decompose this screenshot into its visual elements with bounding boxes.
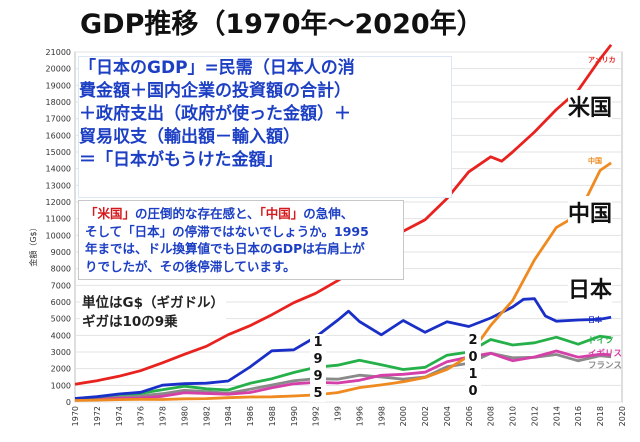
unit-note-line-2: ギガは10の9乗 (82, 314, 178, 330)
commentary-text-b: の急伸、 (303, 206, 354, 221)
legend-label: ドイツ (588, 336, 614, 346)
series-line (74, 297, 612, 400)
definition-line-2: 費金額＋国内企業の投資額の合計） (79, 81, 351, 101)
x-tick-label: 2012 (530, 406, 539, 426)
y-tick-label: 12000 (46, 198, 71, 207)
x-tick-label: 1970 (71, 406, 80, 426)
definition-line-5: ＝「日本がもうけた金額」 (79, 150, 283, 170)
y-tick-label: 17000 (46, 115, 71, 124)
y-tick-label: 16000 (46, 131, 71, 140)
y-tick-label: 0 (66, 398, 71, 407)
x-tick-label: 1992 (312, 406, 321, 426)
x-tick-label: 2018 (596, 406, 605, 426)
x-tick-label: 1978 (159, 406, 168, 426)
y-tick-label: 5000 (51, 315, 71, 324)
label-japan: 日本 (568, 272, 613, 304)
y-tick-label: 11000 (46, 215, 71, 224)
x-tick-label: 1974 (115, 406, 124, 426)
legend-label: イギリス (588, 348, 622, 359)
x-tick-label: 2014 (552, 406, 561, 426)
x-tick-label: 1976 (137, 406, 146, 426)
series-line (74, 161, 612, 402)
y-tick-label: 4000 (51, 331, 71, 340)
x-tick-label: 1996 (355, 406, 364, 426)
x-tick-label: 1998 (377, 406, 386, 426)
x-tick-label: 1986 (246, 406, 255, 426)
x-tick-label: 199 (334, 406, 343, 421)
commentary-cn-text: 「中国」 (259, 206, 304, 221)
label-china: 中国 (568, 196, 613, 228)
y-tick-label: 7000 (51, 281, 71, 290)
unit-note: 単位はG$（ギガドル） ギガは10の9乗 (80, 294, 226, 332)
marker-2010: 2010 (465, 332, 481, 400)
y-tick-label: 10000 (46, 231, 71, 240)
y-axis-label: 金額（G$） (28, 223, 38, 266)
x-tick-label: 1980 (180, 406, 189, 426)
x-tick-label: 2016 (574, 406, 583, 426)
x-tick-label: 2010 (509, 406, 518, 426)
legend-label: フランス (588, 361, 622, 371)
x-tick-label: 1988 (268, 406, 277, 426)
commentary-line-3: 年までは、ドル換算値でも日本のGDPは右肩上が (85, 241, 365, 256)
y-tick-label: 15000 (46, 148, 71, 157)
y-tick-label: 21000 (46, 48, 71, 57)
x-tick-label: 1990 (290, 406, 299, 426)
y-tick-label: 20000 (46, 65, 71, 74)
y-tick-label: 14000 (46, 165, 71, 174)
unit-note-line-1: 単位はG$（ギガドル） (82, 295, 224, 311)
y-tick-label: 2000 (51, 365, 71, 374)
commentary-text-a: の圧倒的な存在感と、 (135, 206, 260, 221)
x-tick-label: 1982 (202, 406, 211, 426)
legend-label: アメリカ (588, 56, 616, 64)
y-tick-label: 9000 (51, 248, 71, 257)
commentary-box: 「米国」の圧倒的な存在感と、「中国」の急伸、 そして「日本」の停滞ではないでしょ… (78, 200, 404, 280)
definition-line-3: ＋政府支出（政府が使った金額）＋ (79, 104, 351, 124)
commentary-line-2: そして「日本」の停滞ではないでしょうか。1995 (85, 223, 369, 239)
definition-line-4: 貿易収支（輸出額－輸入額） (79, 127, 300, 147)
y-tick-label: 13000 (46, 181, 71, 190)
x-tick-label: 2020 (618, 406, 627, 426)
x-tick-label: 1972 (93, 406, 102, 426)
x-tick-label: 2008 (487, 406, 496, 426)
y-tick-label: 1000 (51, 381, 71, 390)
x-tick-label: 2004 (443, 406, 452, 426)
x-tick-label: 1984 (224, 406, 233, 426)
y-tick-label: 19000 (46, 81, 71, 90)
definition-line-1: 「日本のGDP」=民需（日本人の消 (79, 58, 355, 78)
commentary-line-1: 「米国」の圧倒的な存在感と、「中国」の急伸、 (85, 205, 397, 223)
legend-label: 中国 (588, 156, 602, 165)
x-tick-label: 2002 (421, 406, 430, 426)
y-tick-label: 6000 (51, 298, 71, 307)
y-tick-label: 3000 (51, 348, 71, 357)
series-line (74, 349, 612, 402)
y-tick-label: 8000 (51, 265, 71, 274)
label-us: 米国 (568, 90, 613, 122)
y-tick-label: 18000 (46, 98, 71, 107)
commentary-line-4: りでしたが、その後停滞しています。 (85, 258, 296, 274)
page-title: GDP推移（1970年～2020年） (80, 9, 484, 40)
legend-label: 日本 (588, 315, 602, 324)
commentary-us-text: 「米国」 (85, 206, 136, 221)
definition-box: 「日本のGDP」=民需（日本人の消 費金額＋国内企業の投資額の合計） ＋政府支出… (78, 56, 452, 198)
x-tick-label: 2006 (465, 406, 474, 426)
x-tick-label: 2000 (399, 406, 408, 426)
series-line (74, 334, 612, 400)
marker-1995: 1995 (310, 334, 326, 402)
